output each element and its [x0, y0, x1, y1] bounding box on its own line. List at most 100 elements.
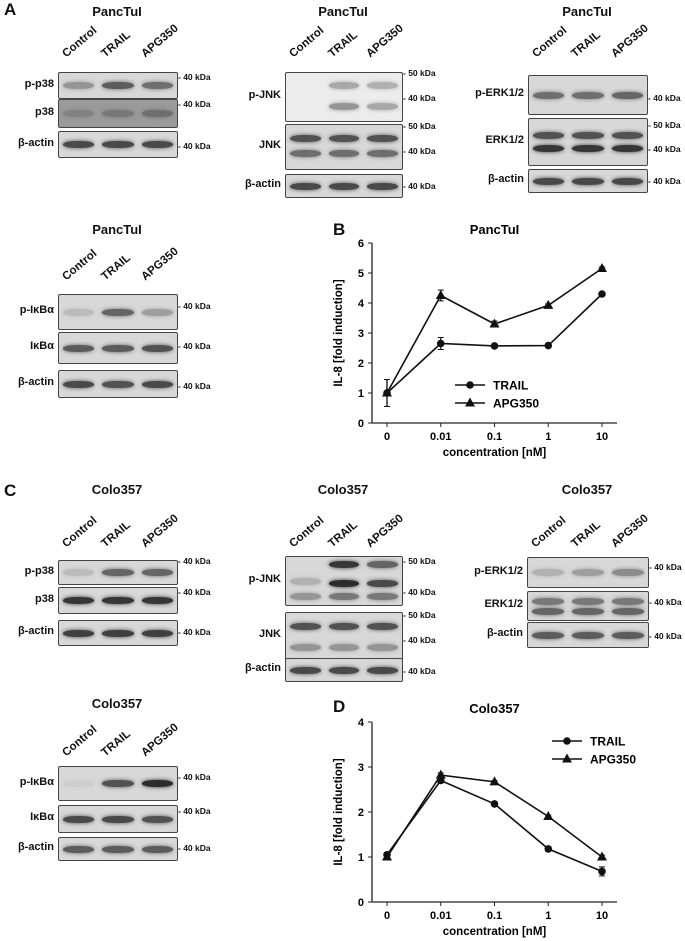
lane-label-c2-2: APG350	[364, 512, 407, 550]
band-c2-2-0-0	[290, 666, 321, 674]
band-c4-0-1-0	[102, 780, 134, 787]
data-point-1-1-2	[489, 776, 500, 786]
y-tick-label-0-5: 5	[358, 268, 364, 280]
band-a3-2-1-0	[572, 177, 604, 185]
band-c1-2-1-0	[102, 629, 134, 637]
lane-label-a2-0: Control	[287, 24, 327, 60]
data-point-0-1-2	[489, 318, 500, 328]
legend-label-0-0: TRAIL	[493, 379, 528, 393]
lane-label-a1-2: APG350	[138, 22, 181, 61]
x-tick-label-1-2: 0.1	[487, 910, 502, 922]
band-a2-2-1-0	[328, 182, 360, 190]
kda-label-c2-0: - 50 kDa	[403, 556, 436, 566]
y-tick-label-1-1: 1	[358, 852, 364, 864]
x-tick-label-0-0: 0	[384, 431, 390, 443]
blot-strip-c3-1	[527, 591, 649, 621]
panel-letter-b: B	[333, 220, 346, 239]
band-a3-1-1-1	[572, 145, 604, 153]
kda-label-a3-1: - 50 kDa	[648, 120, 681, 130]
kda-label-c2-2: - 50 kDa	[403, 610, 436, 620]
row-label-c4-1: IκBα	[30, 811, 54, 823]
kda-label-c1-0: - 40 kDa	[178, 556, 211, 566]
row-label-c3-2: β-actin	[486, 627, 523, 639]
legend-marker-1-1	[562, 753, 572, 763]
kda-label-c4-0: - 40 kDa	[178, 772, 211, 782]
data-point-0-1-1	[435, 290, 446, 299]
band-a3-0-1-0	[572, 91, 604, 99]
y-axis-label-0: IL-8 [fold induction]	[333, 279, 345, 386]
lane-label-a2-1: TRAIL	[325, 29, 360, 60]
band-c4-0-0-0	[63, 780, 95, 787]
row-label-a3-1: ERK1/2	[485, 134, 524, 146]
band-a1-1-0-0	[63, 110, 95, 117]
data-point-1-0-4	[598, 867, 606, 876]
band-c4-2-1-0	[102, 845, 134, 853]
band-a4-1-1-0	[102, 344, 134, 352]
lane-label-a4-0: Control	[60, 247, 100, 283]
row-label-c3-0: p-ERK1/2	[474, 564, 523, 577]
kda-label-a1-1: - 40 kDa	[178, 99, 211, 109]
band-a2-0-2-0	[367, 81, 398, 89]
kda-label-a4-0: - 40 kDa	[178, 301, 211, 311]
row-label-c2-1: JNK	[258, 628, 281, 640]
band-c3-1-2-1	[612, 608, 644, 616]
band-c2-0-1-1	[328, 579, 360, 587]
row-label-c2-0: p-JNK	[248, 573, 281, 585]
band-a4-1-2-0	[141, 344, 173, 352]
band-a3-2-2-0	[611, 177, 643, 185]
blot-strip-c3-0	[527, 557, 649, 588]
row-label-c3-1: ERK1/2	[484, 598, 523, 610]
chart-title-1: Colo357	[469, 701, 520, 716]
band-a3-0-0-0	[533, 91, 565, 99]
lane-label-a4-1: TRAIL	[99, 252, 134, 283]
kda-label-c3-0: - 40 kDa	[649, 562, 682, 572]
lane-label-a3-2: APG350	[608, 22, 651, 61]
band-a2-1-2-0	[367, 134, 398, 142]
band-a2-1-0-1	[290, 150, 321, 158]
band-a2-0-1-1	[328, 103, 360, 111]
kda-label-a3-3: - 40 kDa	[648, 176, 681, 186]
chart-title-0: PancTuI	[470, 222, 520, 237]
x-tick-label-1-3: 1	[545, 910, 551, 922]
band-c2-1-2-0	[367, 623, 398, 631]
y-tick-label-0-2: 2	[358, 358, 364, 370]
data-point-1-1-4	[597, 851, 607, 861]
data-point-1-0-3	[544, 845, 553, 853]
blot-strip-a2-0	[285, 72, 403, 122]
blot-title-a3: PancTuI	[562, 4, 612, 19]
panel-letter-a: A	[4, 0, 17, 19]
series-line-1-0	[386, 779, 603, 873]
y-tick-label-1-3: 3	[358, 762, 364, 774]
kda-label-c2-3: - 40 kDa	[403, 635, 436, 645]
lane-label-c2-0: Control	[287, 514, 327, 550]
x-tick-label-0-3: 1	[545, 431, 551, 443]
row-label-c4-2: β-actin	[17, 841, 54, 853]
band-a2-1-1-0	[328, 134, 360, 142]
chart-il8-panctui: PancTuI 0 1 2 3 4 5 6 0 0.01 0.1 1 10 concentration […	[333, 222, 617, 459]
row-label-a3-0: p-ERK1/2	[475, 87, 524, 99]
kda-label-a2-2: - 50 kDa	[403, 121, 436, 131]
data-point-1-1-1	[435, 769, 446, 779]
kda-label-a2-0: - 50 kDa	[403, 68, 436, 78]
band-a3-1-2-0	[611, 131, 643, 139]
y-tick-label-0-1: 1	[358, 388, 364, 400]
band-c4-2-0-0	[63, 845, 95, 853]
band-a4-0-1-0	[102, 308, 134, 316]
panel-letter-d: D	[333, 697, 346, 716]
band-c3-0-0-0	[532, 569, 564, 576]
blot-strip-c2-1	[285, 612, 403, 660]
lane-label-a1-1: TRAIL	[99, 29, 134, 60]
y-tick-label-0-4: 4	[358, 298, 365, 310]
band-a4-2-0-0	[63, 380, 95, 388]
legend-marker-0-0	[466, 381, 474, 389]
row-label-a2-2: β-actin	[244, 178, 281, 190]
blot-strip-c1-2	[58, 620, 178, 646]
band-a2-0-2-1	[367, 103, 398, 111]
band-a2-1-1-1	[328, 150, 360, 158]
row-label-c1-1: p38	[35, 592, 54, 605]
blot-strip-c4-1	[58, 805, 178, 833]
band-a3-1-1-0	[572, 131, 604, 139]
band-c1-2-0-0	[63, 629, 95, 637]
band-c1-0-2-0	[141, 569, 173, 576]
kda-label-c1-1: - 40 kDa	[178, 587, 211, 597]
